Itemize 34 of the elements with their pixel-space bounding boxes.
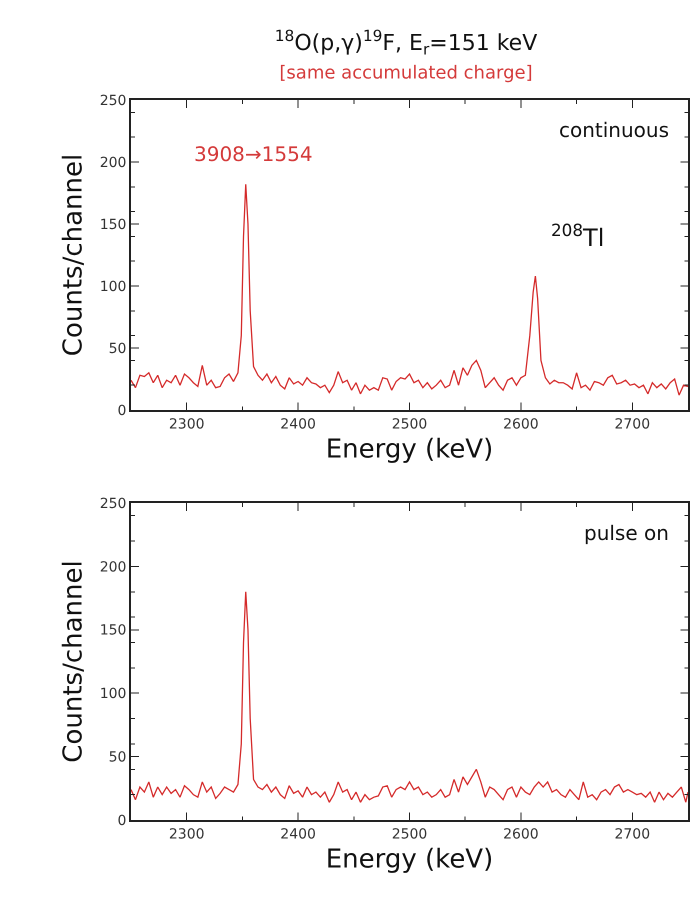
y-tick-label: 100 [100,278,126,295]
y-tick-label: 0 [118,812,126,829]
chart-title: $^{18}$O(p,γ)$^{19}$F, E$_{r}$=151 keV [274,26,538,59]
y-tick-label: 0 [118,402,126,419]
y-tick-label: 150 [100,622,126,639]
x-tick-label: 2600 [503,416,539,433]
line-series [131,184,688,396]
annotation: pulse on [584,521,669,545]
y-tick-label: 250 [100,92,126,109]
y-tick-label: 50 [108,750,126,766]
x-tick-label: 2500 [392,826,428,843]
line-series [131,591,688,803]
x-tick-label: 2400 [280,416,316,433]
annotation: 3908→1554 [194,142,313,166]
y-tick-label: 250 [100,496,126,512]
x-tick-label: 2700 [614,416,650,433]
y-tick-label: 150 [100,216,126,233]
x-tick-label: 2300 [168,826,205,843]
x-axis-title: Energy (keV) [326,844,494,875]
annotation: $^{208}$Tl [551,220,604,252]
x-tick-label: 2700 [614,826,650,843]
y-tick-label: 200 [100,559,126,576]
x-axis-title: Energy (keV) [326,434,494,465]
y-axis-title: Counts/channel [58,154,89,356]
x-tick-label: 2500 [392,416,428,433]
y-tick-label: 200 [100,154,126,171]
annotation: continuous [559,118,669,142]
x-tick-label: 2600 [503,826,539,843]
y-tick-label: 50 [108,340,126,357]
chart-subtitle: [same accumulated charge] [279,62,533,84]
x-tick-label: 2300 [168,416,205,433]
y-axis-title: Counts/channel [58,560,89,763]
y-tick-label: 100 [100,686,126,702]
x-tick-label: 2400 [280,826,316,843]
